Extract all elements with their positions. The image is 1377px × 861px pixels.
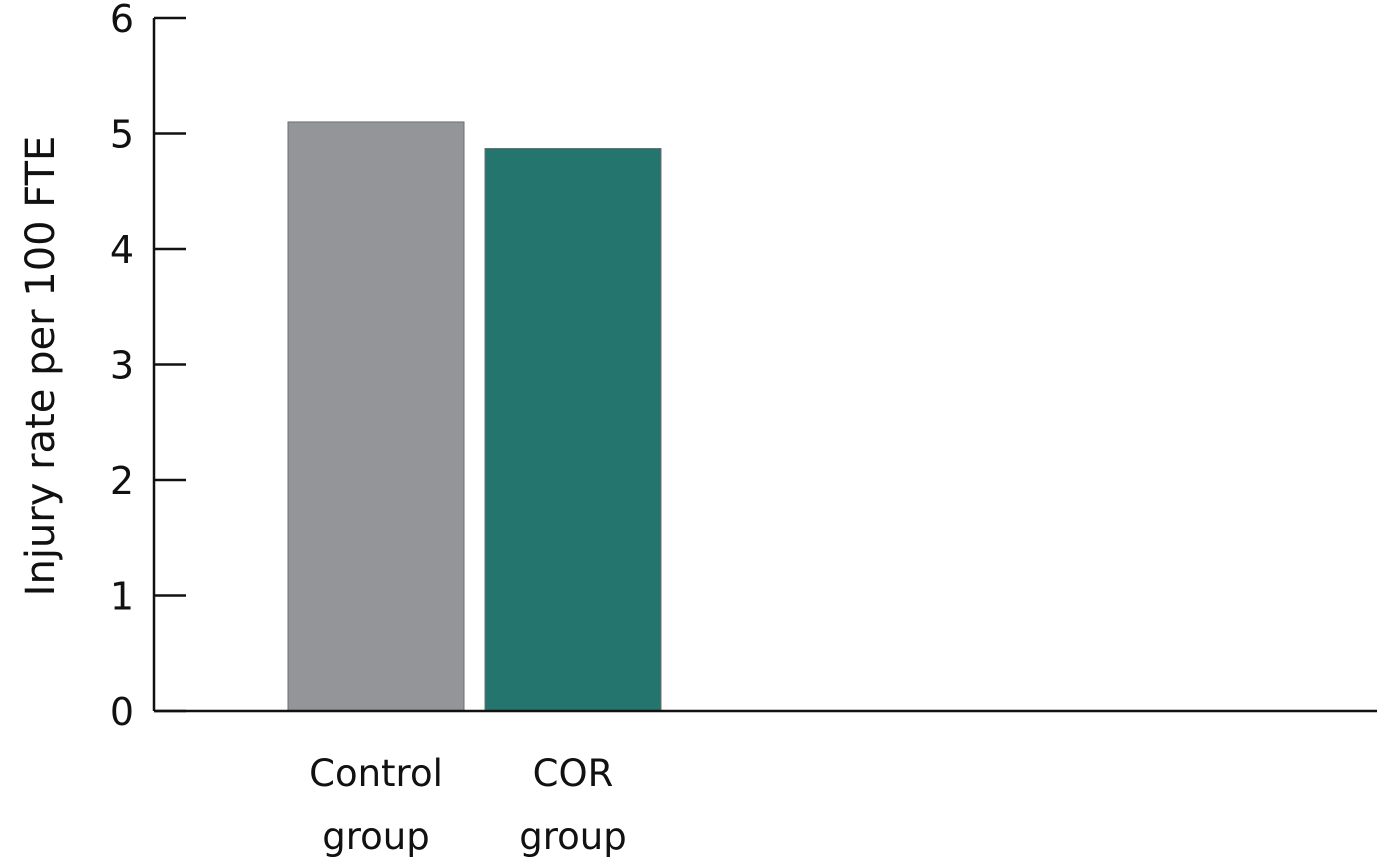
x-category-label-line: COR [533, 752, 614, 795]
x-category-label-line: group [519, 815, 626, 858]
y-tick-label-1: 1 [110, 575, 134, 619]
x-labels-group: Control group COR group [309, 752, 627, 858]
x-category-label-control-group: Control group [309, 752, 443, 858]
bar-cor-group [485, 149, 661, 711]
y-axis-title: Injury rate per 100 FTE [18, 136, 64, 597]
x-category-label-cor-group: COR group [519, 752, 626, 858]
y-ticks-group: 0 1 2 3 4 5 6 [110, 0, 186, 734]
bar-control-group [288, 122, 464, 711]
y-tick-label-4: 4 [110, 228, 134, 272]
y-tick-label-3: 3 [110, 344, 134, 388]
y-tick-label-5: 5 [110, 113, 134, 157]
y-tick-label-6: 6 [110, 0, 134, 41]
y-tick-label-2: 2 [110, 459, 134, 503]
x-category-label-line: Control [309, 752, 443, 795]
x-category-label-line: group [322, 815, 429, 858]
y-tick-label-0: 0 [110, 690, 134, 734]
bars-group [288, 122, 661, 711]
